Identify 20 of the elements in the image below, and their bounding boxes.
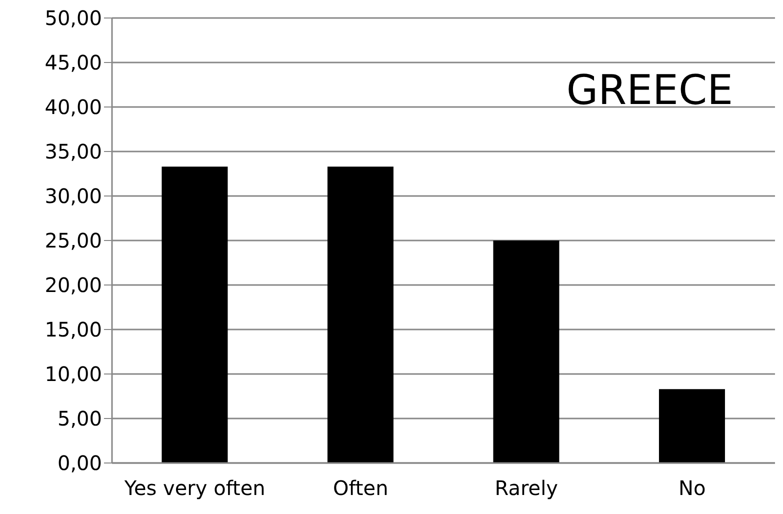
y-tick-label: 25,00 — [44, 228, 102, 253]
x-tick-label: Rarely — [494, 476, 558, 500]
y-tick-label: 10,00 — [44, 362, 102, 386]
bar — [493, 240, 560, 463]
x-tick-label: No — [678, 476, 706, 500]
x-tick-label: Often — [332, 476, 388, 500]
bar — [162, 166, 228, 463]
bar — [327, 166, 394, 463]
y-tick-label: 30,00 — [44, 184, 102, 208]
y-tick-label: 40,00 — [44, 95, 102, 120]
y-tick-label: 45,00 — [44, 50, 102, 75]
y-tick-label: 0,00 — [57, 451, 102, 476]
y-tick-label: 35,00 — [44, 140, 102, 164]
bar — [658, 389, 725, 463]
text: GREECE — [566, 66, 733, 114]
y-tick-label: 50,00 — [44, 6, 102, 30]
y-tick-label: 15,00 — [44, 318, 102, 342]
x-tick-label: Yes very often — [123, 476, 266, 500]
y-tick-label: 20,00 — [44, 273, 102, 298]
y-tick-label: 5,00 — [57, 406, 102, 431]
